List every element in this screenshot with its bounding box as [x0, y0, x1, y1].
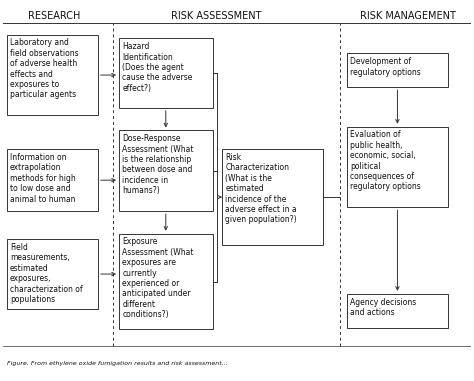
Text: Figure. From ethylene oxide fumigation results and risk assessment...: Figure. From ethylene oxide fumigation r… [8, 361, 228, 366]
FancyBboxPatch shape [347, 294, 448, 328]
FancyBboxPatch shape [119, 234, 213, 330]
Text: Dose-Response
Assessment (What
is the relationship
between dose and
incidence in: Dose-Response Assessment (What is the re… [122, 134, 194, 195]
FancyBboxPatch shape [119, 130, 213, 211]
FancyBboxPatch shape [7, 35, 98, 115]
FancyBboxPatch shape [7, 239, 98, 309]
Text: Development of
regulatory options: Development of regulatory options [350, 57, 421, 77]
Text: Information on
extrapolation
methods for high
to low dose and
animal to human: Information on extrapolation methods for… [10, 153, 75, 203]
Text: Evaluation of
public health,
economic, social,
political
consequences of
regulat: Evaluation of public health, economic, s… [350, 130, 421, 191]
FancyBboxPatch shape [347, 53, 448, 87]
FancyBboxPatch shape [222, 149, 323, 245]
Text: Exposure
Assessment (What
exposures are
currently
experienced or
anticipated und: Exposure Assessment (What exposures are … [122, 237, 194, 319]
FancyBboxPatch shape [7, 149, 98, 211]
Text: RISK ASSESSMENT: RISK ASSESSMENT [171, 11, 261, 21]
Text: Laboratory and
field observations
of adverse health
effects and
exposures to
par: Laboratory and field observations of adv… [10, 38, 78, 99]
FancyBboxPatch shape [347, 126, 448, 207]
Text: Hazard
Identification
(Does the agent
cause the adverse
effect?): Hazard Identification (Does the agent ca… [122, 42, 192, 93]
Text: Agency decisions
and actions: Agency decisions and actions [350, 298, 417, 317]
Text: Risk
Characterization
(What is the
estimated
incidence of the
adverse effect in : Risk Characterization (What is the estim… [225, 153, 297, 224]
Text: RISK MANAGEMENT: RISK MANAGEMENT [360, 11, 456, 21]
Text: RESEARCH: RESEARCH [28, 11, 81, 21]
Text: Field
measurements,
estimated
exposures,
characterization of
populations: Field measurements, estimated exposures,… [10, 243, 82, 304]
FancyBboxPatch shape [119, 38, 213, 108]
